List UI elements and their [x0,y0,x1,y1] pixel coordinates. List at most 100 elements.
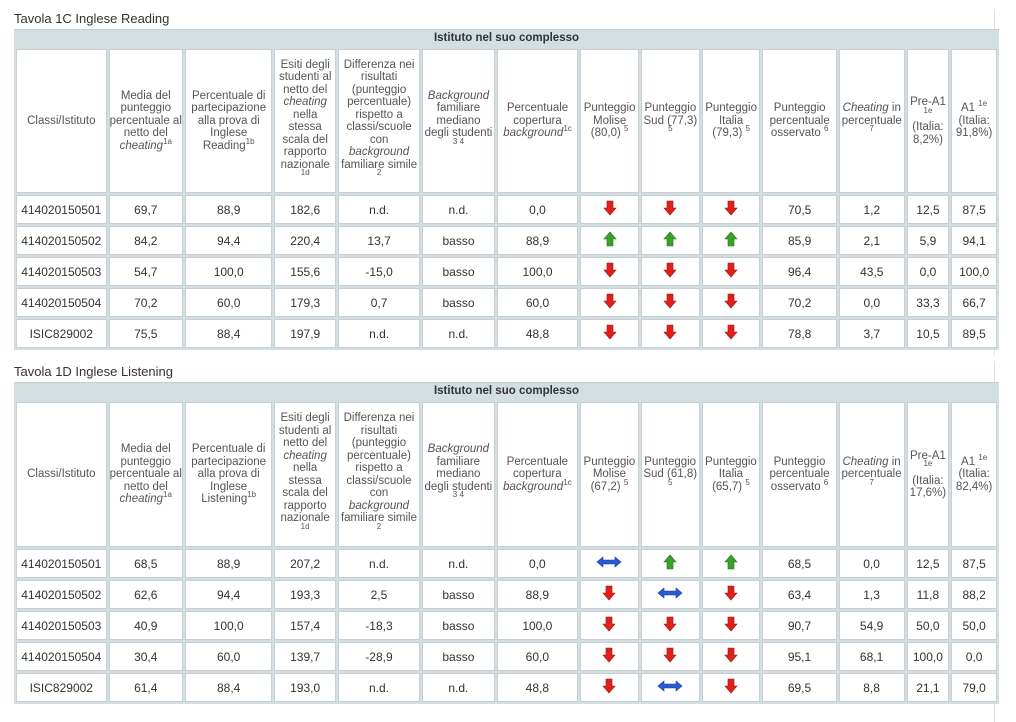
header-label: Punteggio Italia [705,102,757,127]
cell-value: 87,5 [962,202,986,217]
cell-value: 89,5 [962,326,986,341]
header-label: Punteggio Molise [583,102,636,127]
cell-diff: n.d. [337,673,421,702]
cell-diff: -28,9 [337,642,421,671]
cell-value: 0,0 [863,295,881,310]
arrow-down-icon [663,324,678,340]
cell-value: 78,8 [788,326,812,341]
cell-value: 193,0 [290,680,321,695]
arrow-both-icon [657,587,683,599]
cell-value: 94,4 [216,587,241,602]
cell-a1: 87,5 [951,195,997,224]
cell-diff: -18,3 [337,611,421,640]
cell-bg: n.d. [422,549,495,578]
header-punteggio-molise: Punteggio Molise (67,2) 5 [580,402,639,547]
cell-cheat: 68,1 [838,642,905,671]
header-label-italic: cheating [283,96,327,108]
header-punteggio-italia: Punteggio Italia (79,3) 5 [701,49,761,193]
cell-classe: 414020150504 [16,288,107,317]
cell-value: n.d. [369,202,390,217]
cell-value: -28,9 [365,649,393,664]
cell-value: 33,3 [916,295,940,310]
cell-cheat: 0,0 [838,549,905,578]
cell-value: 414020150502 [21,233,102,248]
header-a1: A1 1e (Italia: 91,8%) [951,49,997,193]
header-label-italic: background [503,127,564,140]
cell-value: 0,0 [529,556,546,571]
header-media: Media del punteggio percentuale al netto… [108,402,183,547]
cell-value: 61,4 [134,680,158,695]
cell-italia [701,642,761,671]
footnote-mark: 7 [869,124,874,134]
cell-value: basso [442,295,475,310]
cell-value: 0,0 [919,264,937,279]
cell-value: 48,8 [525,326,550,341]
arrow-down-icon [663,200,678,216]
cell-value: 0,7 [370,295,388,310]
cell-classe: ISIC829002 [16,673,107,702]
header-osservato: Punteggio percentuale osservato 6 [762,402,837,547]
cell-value: 88,9 [525,233,550,248]
footnote-mark: 5 [668,124,673,134]
cell-value: 100,0 [522,618,553,633]
cell-cheat: 54,9 [838,611,905,640]
cell-value: 10,5 [916,326,940,341]
cell-molise [580,642,639,671]
cell-molise [580,226,639,255]
results-table: Classi/Istituto Media del punteggio perce… [14,400,999,704]
header-label-italic: cheating [119,139,164,152]
header-label: nella stessa scala del rapporto nazional… [280,108,330,171]
cell-value: ISIC829002 [29,326,93,341]
cell-value: basso [442,618,475,633]
cell-cheat: 3,7 [838,319,905,348]
header-partecipazione: Percentuale di partecipazione alla prova… [184,49,273,193]
cell-cheat: 1,2 [838,195,905,224]
header-pre-a1: Pre-A1 1e (Italia: 8,2%) [906,49,950,193]
cell-diff: n.d. [337,549,421,578]
cell-media: 75,5 [108,319,183,348]
cell-value: 68,5 [134,556,158,571]
cell-bg: basso [422,288,495,317]
cell-esiti: 139,7 [274,642,336,671]
cell-esiti: 220,4 [274,226,336,255]
cell-value: 30,4 [134,649,158,664]
cell-value: 90,7 [787,618,812,633]
cell-cop: 0,0 [496,195,579,224]
cell-value: 414020150504 [21,649,102,664]
cell-a1: 87,5 [951,549,997,578]
arrow-down-icon [724,585,738,601]
header-copertura: Percentuale copertura background1c [496,402,579,547]
cell-a1: 100,0 [951,257,997,286]
cell-value: n.d. [448,556,469,571]
arrow-up-icon [724,231,738,247]
cell-prea1: 33,3 [906,288,950,317]
cell-media: 70,2 [108,288,183,317]
table-row: 414020150501 68,5 88,9 207,2 n.d. n.d. 0,0 68,5… [16,549,997,578]
cell-value: 197,9 [290,326,321,341]
footnote-mark: 1d [300,168,310,178]
cell-sud [640,226,700,255]
cell-value: 60,0 [216,649,241,664]
footnote-mark: 1a [163,136,172,146]
header-punteggio-molise: Punteggio Molise (80,0) 5 [580,49,639,193]
header-media: Media del punteggio percentuale al netto… [108,49,183,193]
cell-value: 100,0 [213,264,244,279]
header-label-italic: Cheating [842,102,889,115]
cell-media: 40,9 [108,611,183,640]
cell-value: 87,5 [962,556,986,571]
cell-value: basso [442,264,475,279]
cell-oss: 63,4 [762,580,837,609]
cell-value: 414020150501 [21,202,102,217]
cell-classe: 414020150503 [16,257,107,286]
cell-cop: 48,8 [496,673,579,702]
cell-value: n.d. [368,556,389,571]
cell-value: 157,4 [290,618,321,633]
band-label: Istituto nel suo complesso [14,382,999,400]
cell-value: 100,0 [522,264,553,279]
header-label: (65,7) [712,480,743,493]
cell-esiti: 157,4 [274,611,336,640]
cell-a1: 0,0 [951,642,997,671]
cell-value: 0,0 [863,556,880,571]
cell-cop: 0,0 [496,549,579,578]
cell-value: 193,3 [290,587,321,602]
